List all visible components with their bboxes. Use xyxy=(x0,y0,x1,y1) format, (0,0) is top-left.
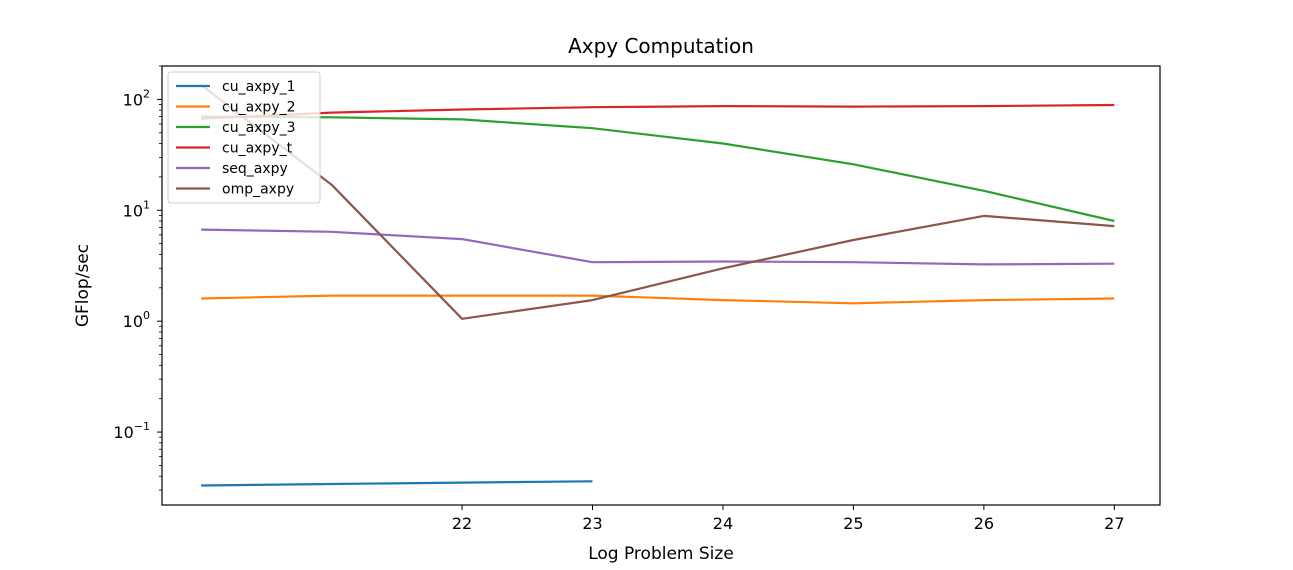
series-line-seq-axpy xyxy=(201,228,1115,266)
y-tick-label: 10−1 xyxy=(113,420,150,442)
plot-frame xyxy=(161,65,1161,506)
legend-item: seq_axpy xyxy=(176,161,288,177)
x-tick-label: 23 xyxy=(582,514,602,533)
legend-item: omp_axpy xyxy=(176,182,294,198)
x-tick-label: 22 xyxy=(452,514,472,533)
y-axis: 10−1 100 101 102 xyxy=(113,65,162,491)
x-axis: 22 23 24 25 26 27 xyxy=(452,505,1125,533)
series-line-cu-axpy-3 xyxy=(201,115,1115,223)
x-tick-label: 24 xyxy=(713,514,733,533)
series-line-cu-axpy-t xyxy=(201,103,1115,120)
x-tick-label: 25 xyxy=(843,514,863,533)
legend: cu_axpy_1 cu_axpy_2 cu_axpy_3 cu_axpy_t seq_… xyxy=(167,71,321,204)
y-tick-label: 102 xyxy=(123,87,150,109)
legend-label: cu_axpy_1 xyxy=(222,79,296,95)
y-tick-label: 100 xyxy=(123,309,150,331)
y-tick-label: 101 xyxy=(123,198,150,220)
legend-item: cu_axpy_3 xyxy=(176,120,296,136)
x-tick-label: 26 xyxy=(974,514,994,533)
x-axis-label: Log Problem Size xyxy=(588,544,734,564)
legend-box xyxy=(167,71,321,204)
x-tick-label: 27 xyxy=(1104,514,1124,533)
y-axis-label: GFlop/sec xyxy=(73,244,93,327)
series-line-cu-axpy-1 xyxy=(201,480,593,487)
legend-label: cu_axpy_2 xyxy=(222,100,296,116)
series-line-omp-axpy xyxy=(200,84,1115,320)
legend-label: cu_axpy_t xyxy=(222,141,293,157)
legend-item: cu_axpy_1 xyxy=(176,79,296,95)
series-lines xyxy=(200,84,1115,487)
legend-item: cu_axpy_t xyxy=(176,141,293,157)
series-line-cu-axpy-2 xyxy=(201,294,1115,305)
legend-label: seq_axpy xyxy=(222,161,288,177)
legend-label: cu_axpy_3 xyxy=(222,120,296,136)
legend-item: cu_axpy_2 xyxy=(176,100,296,116)
legend-label: omp_axpy xyxy=(222,182,294,198)
chart-title: Axpy Computation xyxy=(568,34,754,58)
